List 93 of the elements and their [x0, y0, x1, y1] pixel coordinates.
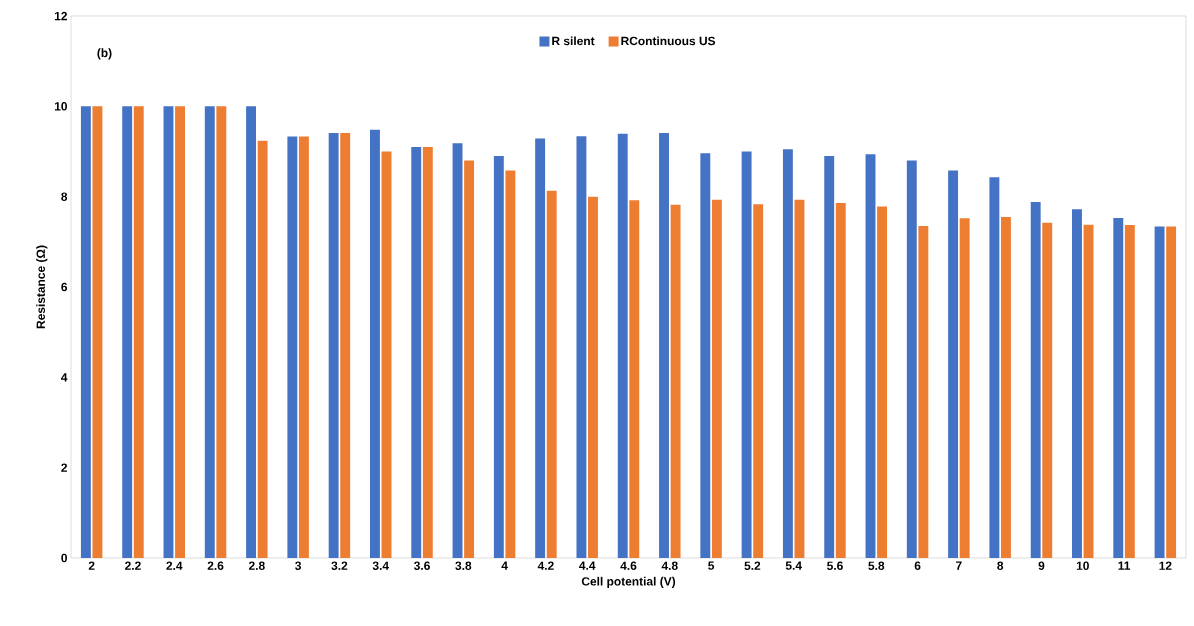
- x-tick-label: 3: [295, 561, 302, 570]
- bar: [1166, 226, 1177, 558]
- bar: [989, 177, 1000, 558]
- bar: [204, 106, 215, 558]
- bar: [865, 154, 876, 558]
- bar: [1124, 225, 1135, 558]
- bar: [298, 136, 309, 558]
- x-tick-label: 3.4: [372, 561, 389, 570]
- bar: [670, 204, 681, 558]
- bar: [753, 204, 764, 558]
- y-tick-label: 4: [61, 373, 68, 382]
- bar: [877, 206, 888, 558]
- bar: [257, 140, 268, 558]
- y-tick-label: 10: [54, 102, 67, 111]
- x-tick-label: 2: [88, 561, 95, 570]
- bar: [700, 153, 711, 558]
- bar: [505, 170, 516, 558]
- x-tick-label: 6: [914, 561, 921, 570]
- x-tick-label: 3.8: [455, 561, 472, 570]
- bar: [948, 170, 959, 558]
- x-tick-label: 4.6: [620, 561, 637, 570]
- annotation: (b): [97, 48, 112, 60]
- y-axis-title: Resistance (Ω): [36, 245, 48, 329]
- bar: [546, 190, 557, 558]
- bar: [659, 132, 669, 558]
- y-tick-label: 2: [61, 463, 68, 472]
- bar: [464, 160, 475, 558]
- x-tick-label: 4.4: [579, 561, 596, 570]
- bar: [340, 132, 351, 558]
- legend-label: R silent: [552, 36, 595, 46]
- bar: [163, 106, 174, 558]
- x-tick-label: 4.2: [537, 561, 554, 570]
- bar: [1154, 226, 1165, 558]
- bar: [246, 106, 257, 558]
- bar: [794, 199, 805, 558]
- bar: [576, 136, 587, 558]
- bar: [741, 151, 752, 558]
- bar: [452, 143, 463, 558]
- x-tick-label: 3.6: [414, 561, 430, 570]
- bar: [1113, 217, 1124, 558]
- bar: [92, 106, 103, 558]
- legend-label: RContinuous US: [621, 36, 716, 46]
- bar: [133, 106, 144, 558]
- x-tick-label: 2.6: [207, 561, 224, 570]
- bar: [959, 218, 970, 558]
- bar: [1042, 222, 1053, 558]
- x-tick-label: 10: [1076, 561, 1089, 570]
- bar: [629, 200, 640, 558]
- bar: [216, 106, 227, 558]
- bar: [835, 202, 846, 558]
- x-tick-label: 5.4: [785, 561, 802, 570]
- bar: [1072, 209, 1082, 558]
- x-tick-label: 7: [956, 561, 962, 570]
- bar: [824, 156, 835, 558]
- bar: [287, 136, 298, 558]
- bar: [1030, 202, 1041, 558]
- bar: [381, 151, 392, 558]
- bar: [175, 106, 185, 558]
- x-tick-label: 5.6: [827, 561, 843, 570]
- bar: [782, 149, 793, 558]
- bar: [328, 132, 339, 558]
- bar: [80, 106, 91, 558]
- x-tick-label: 11: [1118, 561, 1131, 570]
- x-tick-label: 5: [708, 561, 715, 570]
- x-tick-label: 3.2: [331, 561, 348, 570]
- bar: [711, 199, 722, 558]
- y-tick-label: 8: [61, 192, 68, 201]
- x-tick-label: 4.8: [661, 561, 678, 570]
- x-tick-label: 5.2: [744, 561, 761, 570]
- x-tick-label: 8: [997, 561, 1004, 570]
- x-tick-label: 4: [501, 561, 508, 570]
- x-tick-label: 9: [1038, 561, 1045, 570]
- bar: [588, 196, 598, 558]
- bar: [422, 146, 433, 558]
- y-tick-label: 0: [61, 553, 67, 563]
- x-axis-title: Cell potential (V): [581, 576, 676, 588]
- y-tick-label: 6: [61, 282, 68, 292]
- x-tick-label: 2.2: [125, 561, 141, 570]
- bar: [906, 160, 917, 558]
- x-tick-label: 12: [1159, 561, 1172, 570]
- x-tick-label: 2.4: [166, 561, 183, 570]
- bar: [122, 106, 133, 558]
- bar: [411, 146, 422, 558]
- bar: [535, 138, 546, 558]
- x-tick-label: 5.8: [868, 561, 885, 570]
- y-tick-label: 12: [54, 11, 68, 21]
- bar: [918, 226, 929, 558]
- bar: [1083, 224, 1094, 558]
- bar: [493, 156, 504, 558]
- bar: [617, 133, 628, 558]
- x-tick-label: 2.8: [248, 561, 265, 570]
- bar: [1000, 216, 1011, 558]
- bar: [369, 129, 380, 558]
